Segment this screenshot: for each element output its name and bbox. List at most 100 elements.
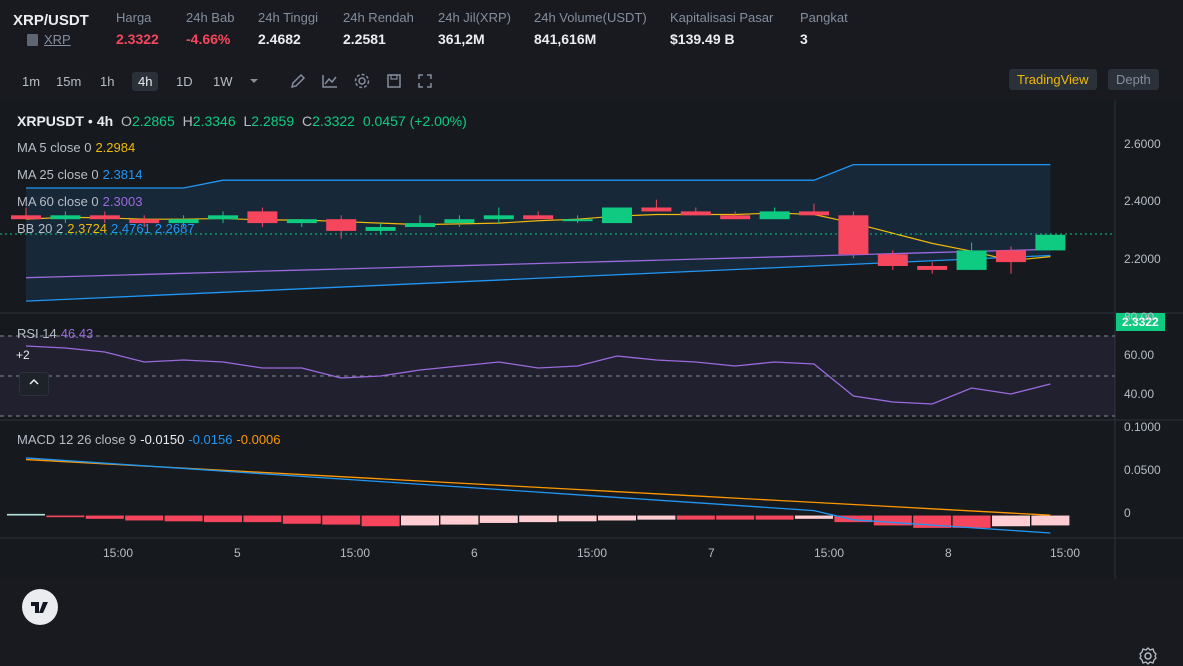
stat-label: 24h Rendah [343,10,414,25]
low-label: L [243,113,252,129]
candle-body [956,250,987,270]
close-value: 2.3322 [312,113,355,129]
pair-title: XRP/USDT [13,12,89,29]
price-axis-label: 2.6000 [1124,137,1161,151]
macd-axis-label: 0 [1124,506,1131,520]
settings-icon[interactable] [353,72,371,90]
timeframe-1m[interactable]: 1m [22,74,41,89]
stat-low: 24h Rendah 2.2581 [343,10,414,47]
macd-line [25,457,1051,534]
current-price-tag: 2.3322 [1116,313,1165,331]
ma60-value: 2.3003 [102,194,143,209]
ma25-label: MA 25 close 0 [17,167,99,182]
symbol-label: XRPUSDT [17,113,84,129]
rsi-legend: RSI 14 46.43 [17,326,97,341]
candle-body [838,215,869,255]
macd-histogram-bar [755,515,794,520]
candle-body [247,211,278,224]
timeframe-1w[interactable]: 1W [213,74,233,89]
ma5-label: MA 5 close 0 [17,140,92,155]
macd-histogram-bar [519,515,558,523]
candle-body [641,207,672,212]
macd-histogram-bar [676,515,715,520]
timeframe-4h[interactable]: 4h [132,72,159,91]
chart-settings-icon[interactable] [1138,646,1158,666]
tradingview-button[interactable]: TradingView [1009,69,1097,90]
save-icon[interactable] [385,72,403,90]
stat-label: 24h Tinggi [258,10,318,25]
macd-histogram-bar [479,515,518,523]
price-axis-label: 2.4000 [1124,194,1161,208]
rsi-line [25,345,1051,405]
ma5-value: 2.2984 [95,140,136,155]
collapse-legend-button[interactable] [19,372,49,396]
book-icon [27,33,38,46]
candle-body [405,223,435,227]
candle-body [720,215,751,220]
timeframe-1h[interactable]: 1h [100,74,115,89]
candle-body [562,219,593,222]
time-axis-label: 7 [708,546,715,560]
bb-upper-value: 2.4761 [111,221,151,236]
candle-body [759,211,790,220]
more-indicators[interactable]: +2 [16,348,30,362]
stat-label: Pangkat [800,10,848,25]
macd-histogram-bar [322,515,361,525]
candle-body [11,215,41,220]
candle-body [917,266,948,270]
rsi-axis-label: 60.00 [1124,348,1155,362]
pencil-icon[interactable] [289,72,307,90]
candle-body [365,227,396,231]
macd-histogram-bar [992,515,1030,527]
caret-down-icon[interactable] [245,72,263,90]
chart-canvas[interactable] [0,100,1183,579]
time-axis-label: 8 [945,546,952,560]
depth-button[interactable]: Depth [1108,69,1159,90]
open-label: O [121,113,132,129]
rsi-axis-label: 80.00 [1124,310,1155,324]
chart-area[interactable]: XRPUSDT • 4h O2.2865 H2.3346 L2.2859 C2.33… [0,100,1183,665]
stat-high: 24h Tinggi 2.4682 [258,10,318,47]
indicator-icon[interactable] [321,72,339,90]
macd-histogram-bar [243,515,282,523]
close-label: C [302,113,313,129]
candle-body [50,215,81,220]
stat-label: 24h Bab [186,10,235,25]
macd-hist-value: -0.0150 [140,432,185,447]
ma5-line [25,212,1051,262]
price-axis-label: 2.2000 [1124,252,1161,266]
macd-histogram-bar [85,515,124,519]
stat-label: Kapitalisasi Pasar [670,10,774,25]
stat-value: 361,2M [438,31,485,47]
macd-legend: MACD 12 26 close 9 -0.0150 -0.0156 -0.0006 [17,432,285,447]
bollinger-upper-line [26,163,1051,189]
macd-histogram-bar [164,515,203,522]
macd-label: MACD 12 26 close 9 [17,432,137,447]
stat-label: Harga [116,10,152,25]
macd-histogram-bar [637,515,676,520]
candle-body [483,215,514,220]
coin-link[interactable]: XRP [27,32,71,47]
time-axis-label: 15:00 [340,546,371,560]
stat-change: 24h Bab -4.66% [186,10,234,47]
stat-value: $139.49 B [670,31,735,47]
chart-toolbar: 1m 15m 1h 4h 1D 1W [0,64,1183,98]
timeframe-15m[interactable]: 15m [56,74,82,89]
candle-body [89,215,120,220]
macd-histogram-bar [873,515,912,526]
time-axis-label: 15:00 [103,546,134,560]
macd-histogram-bar [440,515,479,525]
stat-label: 24h Jil(XRP) [438,10,511,25]
timeframe-1d[interactable]: 1D [176,74,193,89]
stat-price: Harga 2.3322 [116,10,159,47]
open-value: 2.2865 [131,113,175,129]
tradingview-logo-icon [31,602,48,613]
candle-body [326,219,357,231]
candle-body [602,207,632,224]
candle-body [799,211,829,216]
ticker-header: XRP/USDT XRP Harga 2.3322 24h Bab -4.66%… [0,0,1183,62]
tradingview-logo[interactable] [22,589,58,625]
time-axis-label: 15:00 [577,546,608,560]
fullscreen-icon[interactable] [416,72,434,90]
macd-histogram-bar [46,515,85,518]
